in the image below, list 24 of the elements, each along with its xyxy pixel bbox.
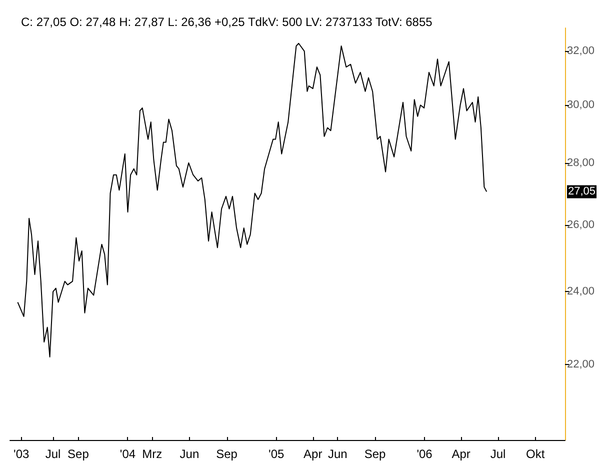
y-tick-label: 24,00 (567, 286, 595, 298)
x-tick-label: Sep (68, 447, 90, 461)
chart-title: C: 27,05 O: 27,48 H: 27,87 L: 26,36 +0,25 TdkV: 500 LV: 2737133 TotV: 6855 (21, 15, 433, 29)
y-tick-label: 32,00 (567, 45, 595, 58)
line-series (17, 42, 488, 358)
x-tick-label: Jun (328, 447, 348, 461)
y-tick-label: 30,00 (567, 99, 595, 112)
x-tick-label: Sep (216, 447, 238, 461)
x-tick-label: Mrz (142, 447, 162, 461)
x-tick-label: Sep (364, 447, 386, 461)
y-tick-label: 22,00 (567, 358, 595, 370)
x-tick-label: '03 (14, 447, 30, 461)
x-tick-label: Apr (452, 447, 470, 461)
x-tick-label: Apr (304, 447, 322, 461)
x-tick-label: '06 (416, 447, 433, 461)
x-tick-label: Jul (45, 447, 61, 461)
x-tick-label: Jul (490, 447, 506, 461)
x-tick-label: '05 (268, 447, 284, 461)
x-tick-label: Jun (180, 447, 200, 461)
x-tick-label: '04 (120, 447, 136, 461)
y-tick-label: 28,00 (567, 156, 595, 169)
x-tick-label: Okt (526, 447, 546, 461)
y-tick-label: 26,00 (567, 218, 595, 231)
annotation: 27,05 (568, 186, 596, 198)
